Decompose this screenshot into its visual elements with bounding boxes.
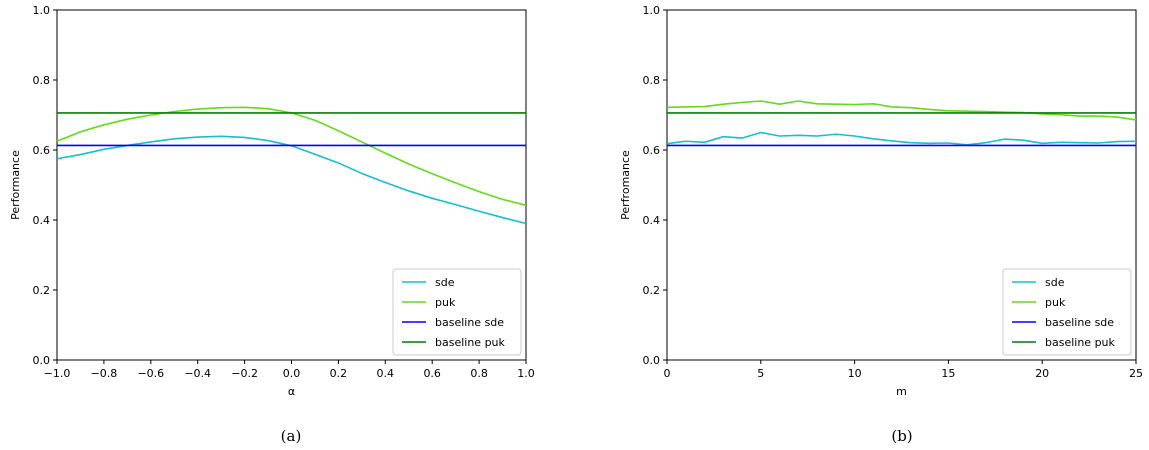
legend-label-puk: puk [1045,296,1066,309]
y-axis-label: Perfromance [619,150,632,220]
x-axis-label: m [896,385,907,398]
legend-label-sde: sde [435,276,455,289]
y-tick-label: 1.0 [33,4,51,17]
chart-panel-a: −1.0 −0.8 −0.6 −0.4 −0.2 0.0 0.2 0.4 0.6 0.8 1.0 0.… [9,4,535,445]
legend-box [392,268,522,356]
y-axis-label: Performance [9,150,22,220]
x-axis-label: α [288,385,295,398]
x-tick-label: 10 [848,367,862,380]
legend-label-baseline-puk: baseline puk [435,336,506,349]
x-tick-label: 25 [1129,367,1143,380]
y-tick-label: 0.8 [643,74,661,87]
panel-caption: (a) [281,427,302,445]
x-tick-label: 0.2 [330,367,348,380]
puk-line [56,106,527,207]
x-tick-label: −1.0 [44,367,71,380]
x-tick-label: 1.0 [517,367,535,380]
x-tick-label: 15 [941,367,955,380]
y-tick-label: 0.4 [643,214,661,227]
chart-panel-b: 0 5 10 15 20 25 0.0 0.2 0.4 0.6 0.8 1.0 m Perfromance… [619,4,1143,445]
x-tick-label: 0.8 [470,367,488,380]
x-tick-label: 0.0 [283,367,301,380]
x-tick-label: 20 [1035,367,1049,380]
x-tick-label: −0.2 [231,367,258,380]
y-tick-label: 0.4 [33,214,51,227]
sde-line [666,131,1137,146]
y-tick-label: 1.0 [643,4,661,17]
x-tick-label: 0 [664,367,671,380]
puk-line [666,100,1137,121]
legend-label-baseline-puk: baseline puk [1045,336,1116,349]
x-tick-label: −0.6 [137,367,164,380]
legend-label-puk: puk [435,296,456,309]
sde-line [56,135,527,225]
legend-box [1002,268,1132,356]
x-tick-label: −0.4 [184,367,211,380]
y-tick-label: 0.0 [643,354,661,367]
y-tick-label: 0.6 [643,144,661,157]
legend: sde puk baseline sde baseline puk [392,268,522,356]
x-tick-label: 0.4 [377,367,395,380]
legend: sde puk baseline sde baseline puk [1002,268,1132,356]
x-tick-label: 5 [757,367,764,380]
x-tick-label: −0.8 [91,367,118,380]
y-tick-label: 0.8 [33,74,51,87]
y-tick-label: 0.0 [33,354,51,367]
panel-caption: (b) [891,427,912,445]
y-tick-label: 0.6 [33,144,51,157]
y-tick-label: 0.2 [33,284,51,297]
y-tick-label: 0.2 [643,284,661,297]
plot-frame [666,9,1137,361]
legend-label-baseline-sde: baseline sde [435,316,504,329]
legend-label-baseline-sde: baseline sde [1045,316,1114,329]
x-tick-label: 0.6 [423,367,441,380]
legend-label-sde: sde [1045,276,1065,289]
